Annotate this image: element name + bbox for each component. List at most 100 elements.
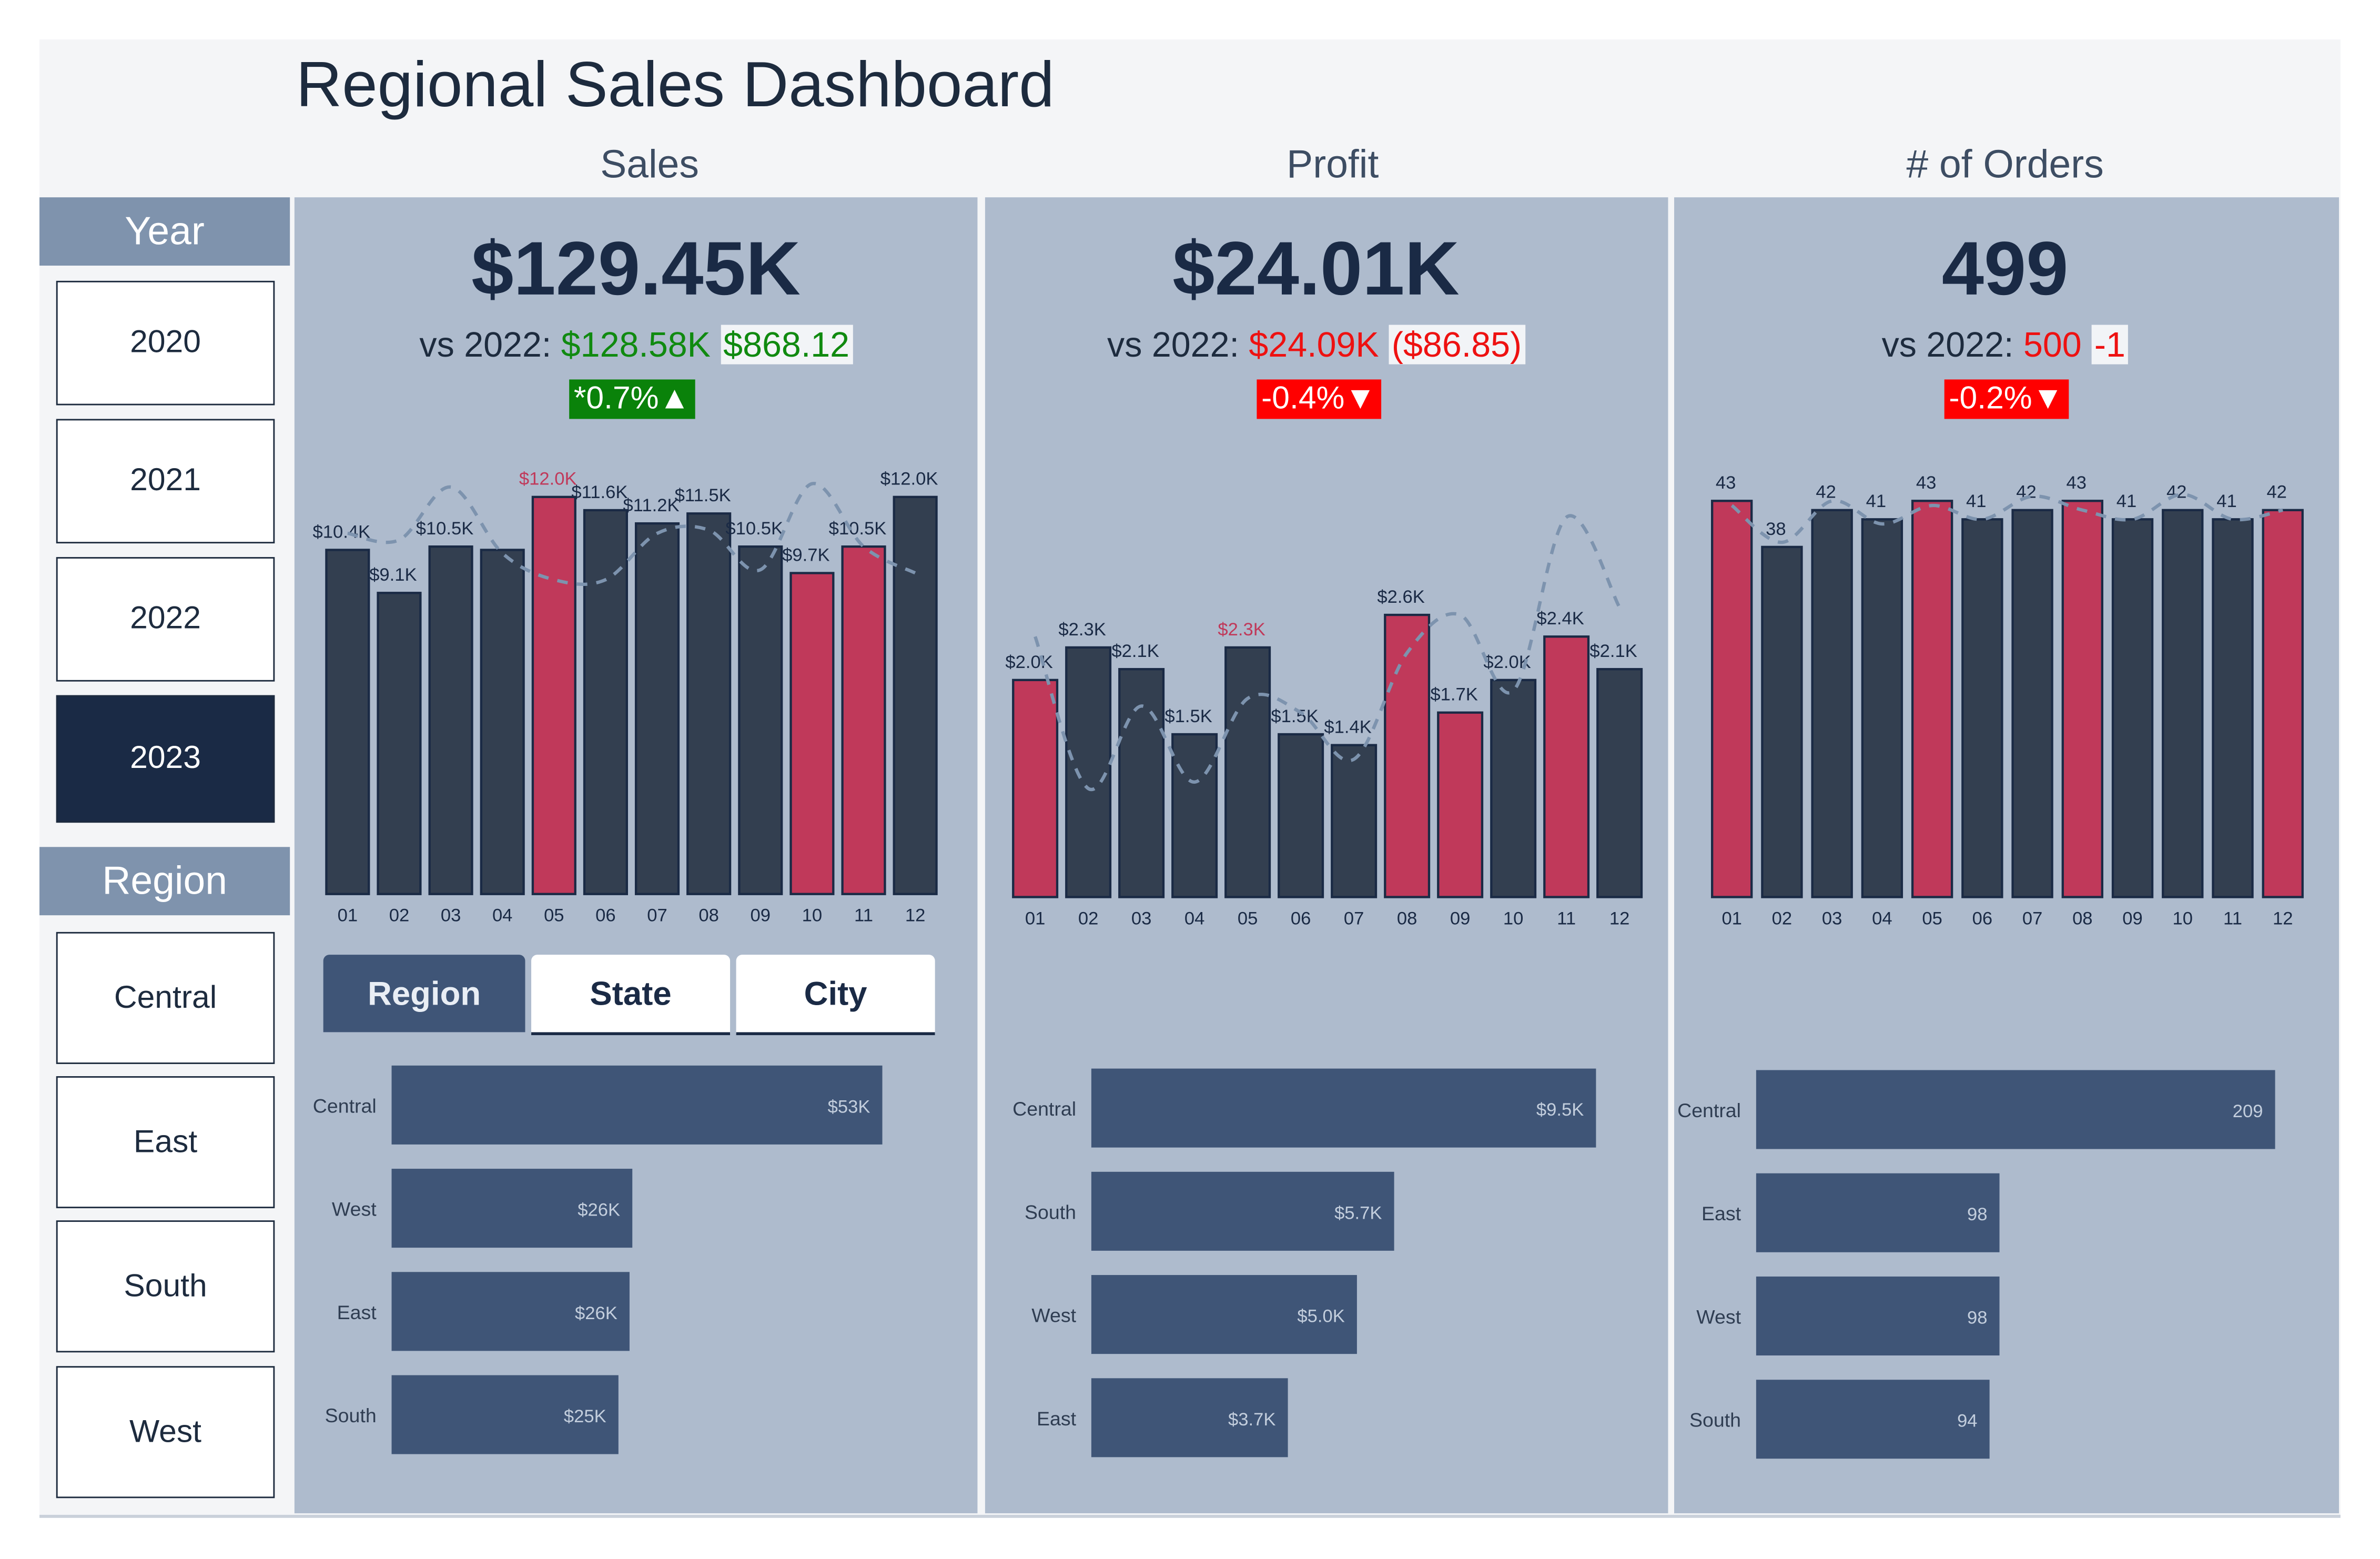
profit-prior-value: $24.09K bbox=[1249, 325, 1379, 365]
profit-region-bar-east bbox=[1091, 1378, 1288, 1457]
orders-bar-label: 42 bbox=[2266, 482, 2287, 502]
sales-month-tick: 03 bbox=[441, 906, 461, 926]
orders-bar-10 bbox=[2162, 509, 2204, 898]
profit-region-value: $5.7K bbox=[1334, 1203, 1382, 1223]
orders-bar-label: 43 bbox=[1716, 473, 1736, 493]
vs-label: vs 2022: bbox=[1107, 325, 1239, 365]
sales-month-tick: 02 bbox=[389, 906, 410, 926]
sales-prior-year-line bbox=[347, 482, 916, 586]
orders-bar-08 bbox=[2061, 500, 2103, 898]
orders-change-badge: -0.2%▼ bbox=[1944, 379, 2069, 419]
profit-region-bar-central bbox=[1091, 1068, 1596, 1148]
profit-region-value: $3.7K bbox=[1228, 1410, 1275, 1430]
profit-month-tick: 02 bbox=[1078, 908, 1099, 928]
orders-bar-06 bbox=[1961, 518, 2003, 898]
profit-bar-label: $2.6K bbox=[1377, 587, 1424, 607]
tab-city[interactable]: City bbox=[736, 955, 935, 1036]
orders-prior-value: 500 bbox=[2023, 325, 2082, 365]
sales-month-tick: 10 bbox=[802, 906, 823, 926]
orders-region-bar-central bbox=[1756, 1070, 2275, 1149]
sales-bar-label: $11.2K bbox=[623, 495, 679, 515]
profit-bar-07 bbox=[1331, 744, 1378, 898]
orders-month-tick: 07 bbox=[2022, 908, 2043, 928]
vs-label: vs 2022: bbox=[419, 325, 552, 365]
profit-region-bar-south bbox=[1091, 1171, 1394, 1251]
tab-state-label: State bbox=[590, 974, 672, 1013]
orders-region-bar-east bbox=[1756, 1173, 2000, 1252]
orders-region-value: 209 bbox=[2233, 1101, 2263, 1121]
year-2022-button[interactable]: 2022 bbox=[56, 557, 275, 682]
profit-month-tick: 01 bbox=[1025, 908, 1046, 928]
orders-month-tick: 12 bbox=[2273, 908, 2293, 928]
profit-bar-label: $2.3K bbox=[1218, 620, 1265, 640]
sales-month-tick: 12 bbox=[905, 906, 926, 926]
profit-bar-10 bbox=[1490, 679, 1537, 898]
sales-bar-04 bbox=[480, 549, 525, 895]
sales-region-bar-central bbox=[391, 1065, 883, 1145]
year-2020-button[interactable]: 2020 bbox=[56, 280, 275, 406]
profit-bar-01 bbox=[1012, 679, 1059, 898]
region-east-button[interactable]: East bbox=[56, 1076, 275, 1209]
orders-bar-label: 41 bbox=[2116, 491, 2137, 511]
sales-month-tick: 08 bbox=[698, 906, 719, 926]
sales-region-label: South bbox=[325, 1404, 377, 1426]
year-2021-button[interactable]: 2021 bbox=[56, 419, 275, 544]
profit-month-tick: 10 bbox=[1503, 908, 1524, 928]
orders-bar-label: 43 bbox=[1916, 473, 1937, 493]
vs-label: vs 2022: bbox=[1881, 325, 2014, 365]
profit-change-badge: -0.4%▼ bbox=[1257, 379, 1381, 419]
sales-prior-value: $128.58K bbox=[561, 325, 711, 365]
region-west-button[interactable]: West bbox=[56, 1366, 275, 1499]
sales-kpi-comparison: vs 2022: $128.58K $868.12 bbox=[295, 325, 978, 366]
sales-bar-label: $12.0K bbox=[880, 469, 938, 489]
sales-difference: $868.12 bbox=[720, 325, 853, 365]
profit-region-label: Central bbox=[1012, 1098, 1076, 1120]
orders-kpi-value: 499 bbox=[1941, 226, 2069, 311]
sales-region-value: $25K bbox=[564, 1406, 606, 1426]
orders-bar-03 bbox=[1811, 509, 1853, 898]
orders-month-tick: 05 bbox=[1922, 908, 1942, 928]
year-2023-button[interactable]: 2023 bbox=[56, 695, 275, 823]
sales-bar-12 bbox=[893, 495, 938, 895]
profit-bar-09 bbox=[1437, 711, 1484, 898]
profit-bar-label: $2.0K bbox=[1483, 652, 1531, 672]
sales-bar-label: $10.5K bbox=[725, 519, 783, 539]
orders-kpi-comparison: vs 2022: 500 -1 bbox=[1674, 325, 2336, 366]
profit-month-tick: 11 bbox=[1557, 908, 1576, 928]
sales-bar-label: $12.0K bbox=[519, 469, 577, 489]
orders-region-label: South bbox=[1689, 1409, 1741, 1431]
region-south-button[interactable]: South bbox=[56, 1220, 275, 1353]
profit-month-tick: 05 bbox=[1238, 908, 1258, 928]
sales-month-tick: 05 bbox=[544, 906, 564, 926]
profit-bar-04 bbox=[1171, 733, 1218, 898]
orders-difference: -1 bbox=[2091, 325, 2129, 365]
orders-bar-02 bbox=[1761, 545, 1803, 898]
profit-bar-label: $1.7K bbox=[1430, 685, 1477, 705]
profit-bar-12 bbox=[1596, 668, 1643, 898]
profit-month-tick: 07 bbox=[1344, 908, 1364, 928]
sales-region-bar-west bbox=[391, 1169, 633, 1248]
sales-column-header: Sales bbox=[600, 141, 699, 187]
orders-bar-label: 41 bbox=[2216, 491, 2237, 511]
profit-month-tick: 03 bbox=[1131, 908, 1152, 928]
orders-month-tick: 10 bbox=[2173, 908, 2193, 928]
orders-month-tick: 02 bbox=[1772, 908, 1792, 928]
sales-region-bar-south bbox=[391, 1375, 619, 1454]
tab-region[interactable]: Region bbox=[323, 955, 525, 1032]
orders-region-value: 98 bbox=[1967, 1204, 1988, 1224]
tab-state[interactable]: State bbox=[531, 955, 731, 1036]
sales-bar-02 bbox=[377, 592, 422, 895]
profit-bar-label: $1.5K bbox=[1164, 706, 1212, 726]
orders-region-label: Central bbox=[1677, 1099, 1741, 1121]
profit-bar-02 bbox=[1065, 646, 1112, 898]
region-central-button[interactable]: Central bbox=[56, 932, 275, 1064]
sales-month-tick: 11 bbox=[854, 906, 873, 926]
profit-bar-label: $2.4K bbox=[1536, 609, 1584, 629]
orders-month-tick: 01 bbox=[1721, 908, 1742, 928]
profit-bar-label: $1.4K bbox=[1324, 717, 1371, 737]
orders-region-value: 94 bbox=[1957, 1411, 1978, 1431]
sales-bar-label: $9.7K bbox=[782, 545, 829, 565]
profit-region-label: South bbox=[1025, 1201, 1076, 1223]
sales-bar-11 bbox=[841, 545, 886, 895]
sales-bar-05 bbox=[531, 495, 576, 895]
